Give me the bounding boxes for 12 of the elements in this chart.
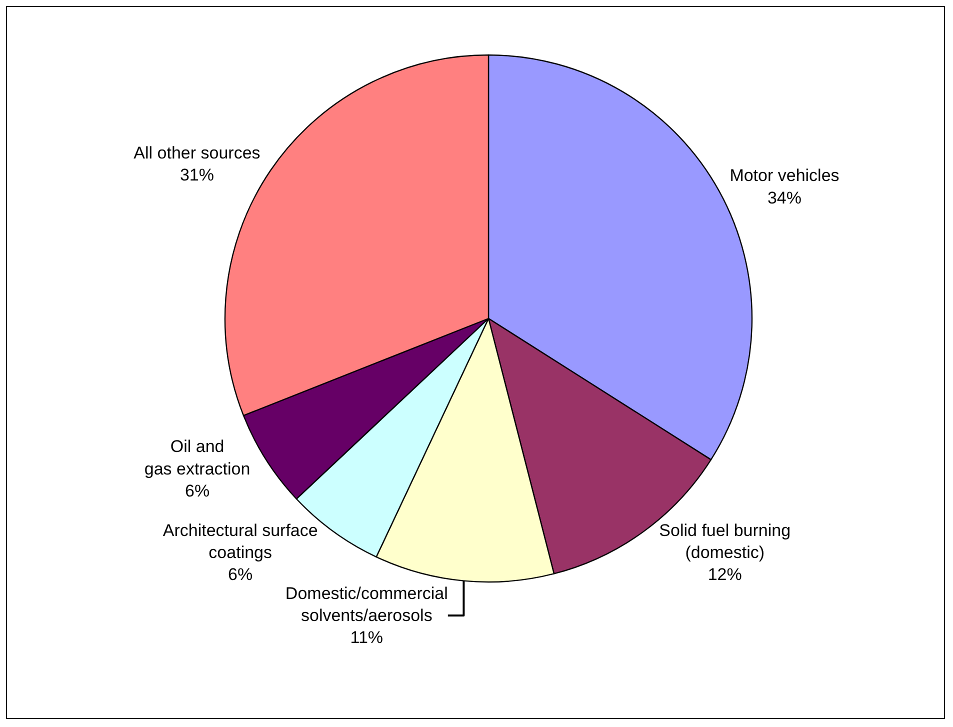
slice-label: Domestic/commercial solvents/aerosols	[285, 584, 448, 626]
slice-label: Oil and gas extraction	[144, 437, 250, 478]
slice-label: All other sources	[134, 143, 260, 162]
data-label: 6%	[228, 564, 253, 584]
data-label: 6%	[185, 481, 210, 500]
data-label: 12%	[708, 564, 742, 584]
data-label: 34%	[767, 188, 802, 208]
slice-label: Solid fuel burning (domestic)	[659, 520, 791, 562]
data-label: 11%	[350, 628, 384, 648]
slice-label: Motor vehicles	[730, 166, 840, 186]
data-label: 31%	[180, 165, 214, 184]
slice-label: Architectural surface coatings	[162, 520, 318, 562]
